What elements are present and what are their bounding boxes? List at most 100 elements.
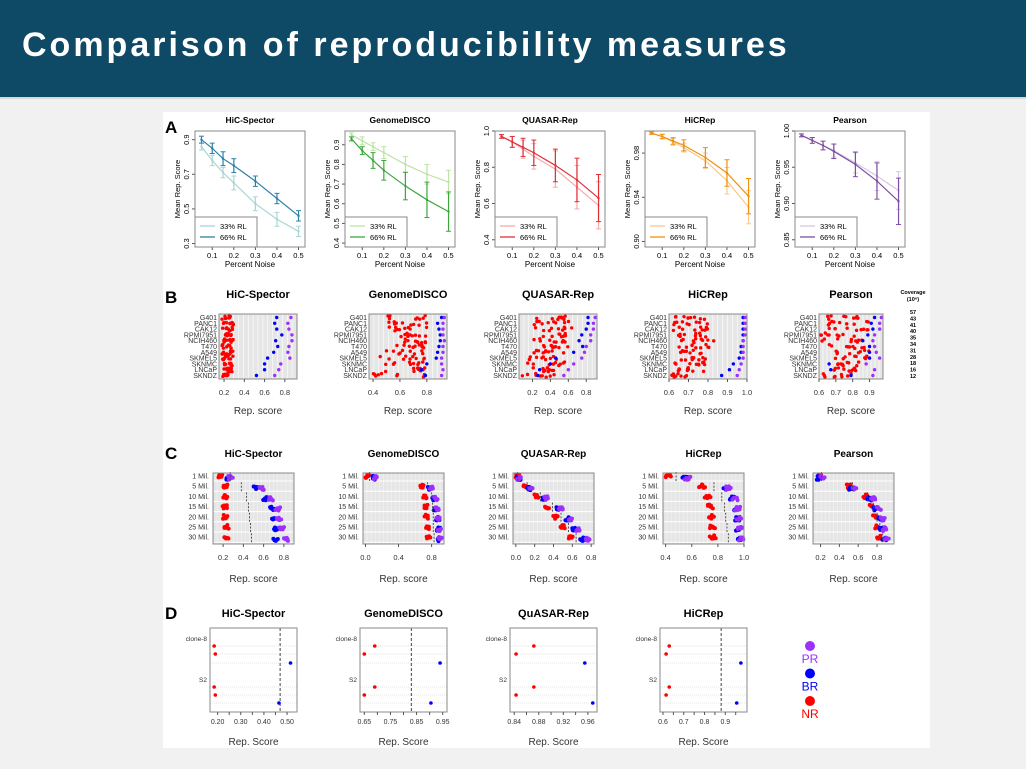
nr-point [532, 322, 537, 327]
nr-point [541, 366, 545, 371]
coverage-value: 34 [910, 342, 917, 348]
x-axis-label: Rep. score [684, 406, 733, 417]
x-tick-label: 0.8 [713, 553, 723, 562]
x-tick-label: 0.6 [567, 553, 577, 562]
nr-point [397, 327, 402, 332]
nr-point [827, 317, 831, 321]
plot-title: GenomeDISCO [369, 289, 448, 301]
nr-point [225, 366, 229, 371]
x-tick-label: 0.6 [658, 719, 668, 726]
nr-point [425, 502, 430, 507]
nr-point [711, 514, 716, 519]
row-label: CAK12 [795, 327, 817, 334]
nr-point [557, 345, 561, 350]
nr-point [543, 349, 548, 353]
nr-point [534, 355, 539, 360]
nr-point [362, 693, 367, 697]
pr-point [584, 344, 588, 349]
nr-point [227, 314, 231, 318]
row-label: 5 Mil. [192, 484, 209, 491]
x-tick-label: 0.2 [379, 251, 389, 260]
row-label: LNCaP [644, 367, 667, 374]
br-point [869, 321, 873, 325]
pr-point [518, 475, 523, 480]
legend-label: 33% RL [220, 222, 247, 231]
br-point [437, 344, 441, 349]
nr-point [683, 358, 688, 362]
row-label: clone-8 [486, 636, 508, 643]
nr-point [225, 482, 230, 487]
pr-point [739, 516, 744, 521]
nr-point [672, 373, 676, 377]
nr-point [228, 369, 232, 374]
row-label: NCIH460 [188, 338, 217, 345]
pr-point [688, 474, 693, 479]
nr-point [558, 332, 562, 336]
row-label: CAK12 [645, 327, 667, 334]
nr-point [411, 366, 416, 371]
nr-point [225, 494, 230, 499]
nr-point [421, 316, 425, 320]
x-tick-label: 0.88 [532, 719, 546, 726]
y-axis-label: Mean Rep. Score [773, 160, 782, 218]
br-point [867, 350, 872, 354]
legend-label: 66% RL [820, 233, 847, 242]
x-tick-label: 0.4 [834, 553, 844, 562]
data-point [382, 151, 386, 154]
nr-point [421, 483, 426, 488]
nr-point [537, 319, 541, 324]
nr-point [866, 328, 870, 332]
br-point [548, 362, 553, 366]
row-label: T470 [351, 344, 367, 351]
nr-point [532, 644, 536, 648]
panel-b-plot-2: QUASAR-Rep G401PANC1CAK12RPMI7951NCIH460T… [484, 289, 598, 417]
nr-point [225, 514, 230, 519]
x-tick-label: 0.4 [572, 251, 582, 260]
nr-point [706, 345, 710, 349]
y-tick-label: 0.90 [632, 234, 641, 249]
br-point [584, 327, 588, 331]
br-point [739, 661, 743, 665]
row-label: CAK12 [195, 327, 217, 334]
nr-point [371, 371, 376, 376]
x-tick-label: 0.2 [218, 553, 228, 562]
nr-point [667, 685, 672, 689]
br-point [577, 339, 581, 343]
row-label: SKNDZ [643, 373, 667, 380]
nr-point [393, 325, 398, 330]
nr-point [827, 333, 831, 337]
x-tick-label: 0.8 [700, 719, 710, 726]
x-tick-label: 0.4 [722, 251, 732, 260]
legend-box [644, 216, 708, 248]
pr-point [871, 339, 875, 343]
x-axis-label: Rep. score [229, 574, 278, 585]
nr-point [229, 366, 234, 371]
pr-point [442, 315, 447, 320]
pr-point [560, 506, 565, 511]
nr-point [379, 371, 384, 376]
plot-frame [212, 472, 295, 545]
nr-point [419, 340, 424, 345]
y-tick-label: 0.98 [632, 146, 641, 161]
nr-point [712, 526, 717, 531]
br-point [273, 321, 277, 325]
series-line [501, 135, 599, 199]
nr-point [556, 327, 561, 331]
nr-point [833, 356, 838, 361]
nr-point [383, 369, 388, 374]
row-label: 20 Mil. [788, 514, 809, 521]
nr-point [694, 320, 698, 324]
nr-point [223, 362, 228, 367]
nr-point [373, 374, 378, 378]
row-label: SKNMC [792, 361, 817, 368]
nr-point [229, 346, 233, 350]
data-point [275, 197, 279, 200]
panel-b-plot-1: GenomeDISCO G401PANC1CAK12RPMI7951NCIH460… [334, 289, 448, 417]
x-tick-label: 0.3 [550, 251, 560, 260]
x-tick-label: 0.2 [829, 251, 839, 260]
nr-point [426, 524, 431, 529]
row-label: T470 [501, 344, 517, 351]
pr-point [822, 475, 827, 480]
row-label: 20 Mil. [638, 514, 659, 521]
data-point [371, 159, 375, 162]
